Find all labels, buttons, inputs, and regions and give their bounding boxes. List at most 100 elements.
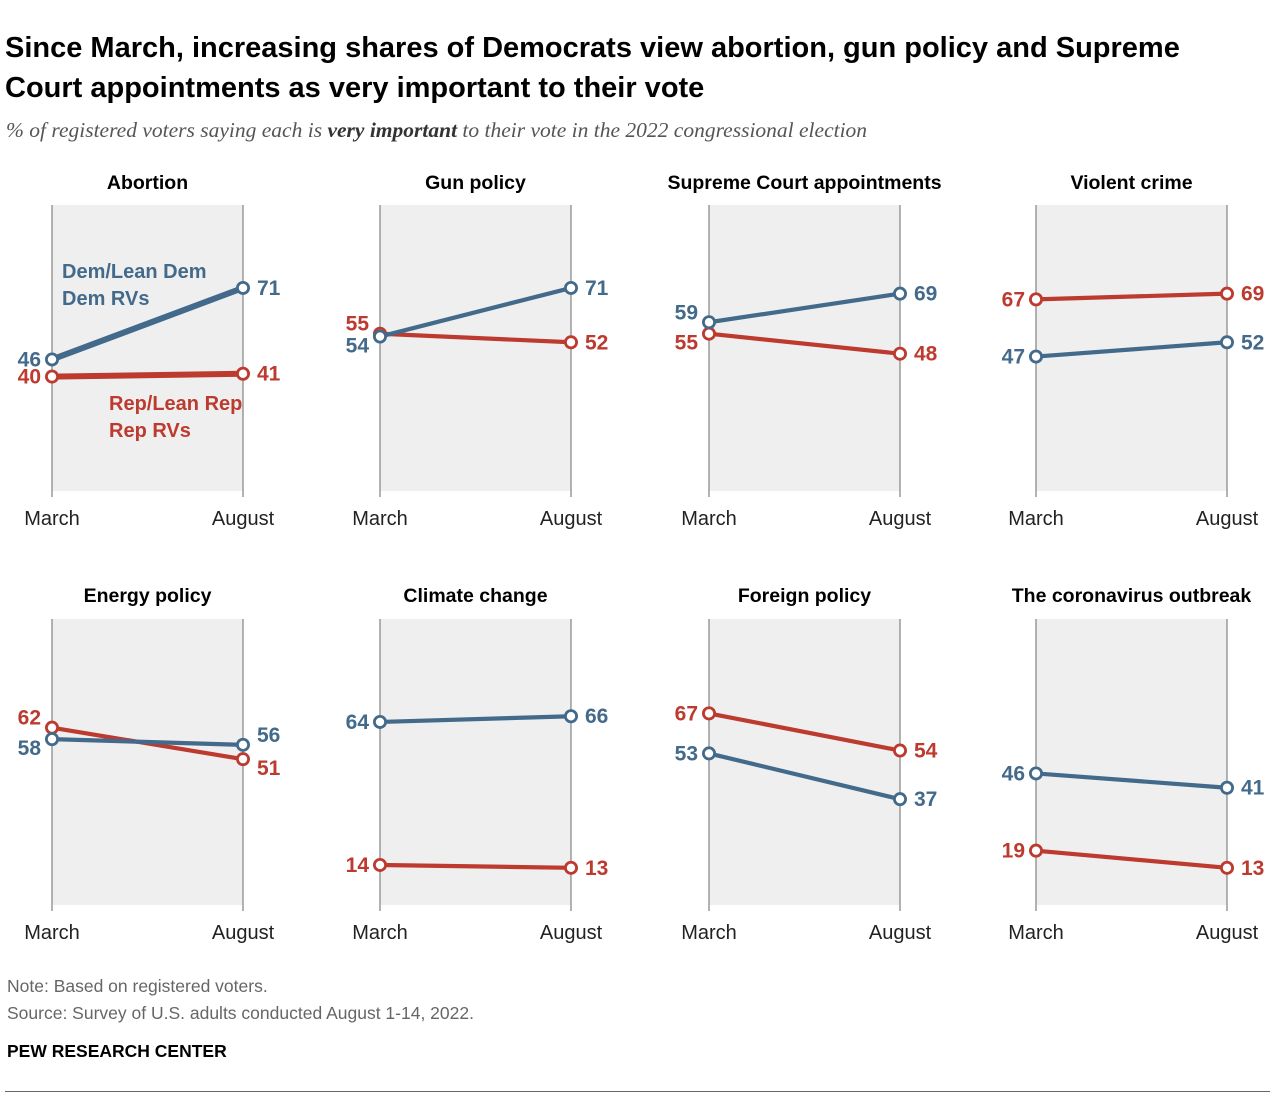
rep-point-energy-policy-august xyxy=(235,752,250,767)
rep-point-abortion-august xyxy=(235,366,250,381)
rep-point-violent-crime-august xyxy=(1220,286,1235,301)
dem-point-the-coronavirus-outbreak-august xyxy=(1220,780,1235,795)
rep-point-foreign-policy-august xyxy=(893,743,908,758)
panel-title-foreign-policy: Foreign policy xyxy=(738,585,871,607)
x-tick-label-august: August xyxy=(1196,922,1259,944)
source-note: Source: Survey of U.S. adults conducted … xyxy=(7,1003,474,1023)
rep-point-supreme-court-appointments-august xyxy=(893,346,908,361)
subtitle-lead: % of registered voters saying each is xyxy=(6,118,328,142)
data-label-rep-climate-change-march: 14 xyxy=(346,854,370,877)
rep-point-abortion-march xyxy=(45,369,60,384)
data-label-rep-gun-policy-march: 55 xyxy=(346,313,370,336)
bottom-divider xyxy=(5,1091,1270,1092)
data-label-rep-foreign-policy-march: 67 xyxy=(675,702,698,725)
rep-point-climate-change-august xyxy=(564,860,579,875)
data-label-rep-violent-crime-august: 69 xyxy=(1241,283,1264,306)
rep-line-gun-policy xyxy=(377,331,574,345)
dem-line-gun-policy xyxy=(377,285,574,339)
panel-background-supreme-court-appointments xyxy=(709,205,900,491)
x-tick-label-march: March xyxy=(352,922,408,944)
series-label-rep-line1: Rep/Lean Rep xyxy=(109,393,242,415)
x-tick-label-march: March xyxy=(1008,922,1064,944)
rep-line-foreign-policy xyxy=(706,711,903,753)
series-label-rep-line2: Rep RVs xyxy=(109,420,191,442)
footnote: Note: Based on registered voters. xyxy=(7,976,268,996)
data-label-rep-supreme-court-appointments-march: 55 xyxy=(675,332,699,355)
data-label-rep-climate-change-august: 13 xyxy=(585,857,608,880)
panel-title-supreme-court-appointments: Supreme Court appointments xyxy=(667,172,941,194)
panel-background-energy-policy xyxy=(52,619,243,905)
data-label-dem-foreign-policy-august: 37 xyxy=(914,788,937,811)
data-label-rep-the-coronavirus-outbreak-august: 13 xyxy=(1241,857,1264,880)
dem-point-violent-crime-august xyxy=(1220,335,1235,350)
data-label-dem-energy-policy-august: 56 xyxy=(257,724,280,747)
dem-point-abortion-august xyxy=(235,280,250,295)
dem-point-foreign-policy-august xyxy=(893,792,908,807)
data-label-rep-abortion-august: 41 xyxy=(257,363,281,386)
panel-title-climate-change: Climate change xyxy=(403,585,547,607)
x-tick-label-march: March xyxy=(24,508,80,530)
rep-point-the-coronavirus-outbreak-march xyxy=(1029,843,1044,858)
dem-point-gun-policy-august xyxy=(564,280,579,295)
rep-point-violent-crime-march xyxy=(1029,292,1044,307)
rep-line-the-coronavirus-outbreak xyxy=(1033,848,1230,870)
dem-point-violent-crime-march xyxy=(1029,349,1044,364)
data-label-dem-climate-change-august: 66 xyxy=(585,705,608,728)
panel-title-energy-policy: Energy policy xyxy=(84,585,212,607)
x-tick-label-march: March xyxy=(681,508,737,530)
panel-title-gun-policy: Gun policy xyxy=(425,172,526,194)
x-tick-label-march: March xyxy=(1008,508,1064,530)
dem-line-climate-change xyxy=(377,714,574,725)
data-label-rep-energy-policy-august: 51 xyxy=(257,757,281,780)
dem-point-supreme-court-appointments-march xyxy=(702,315,717,330)
chart-subtitle: % of registered voters saying each is ve… xyxy=(6,118,867,143)
data-label-dem-supreme-court-appointments-march: 59 xyxy=(675,301,698,324)
dem-point-abortion-march xyxy=(45,352,60,367)
panel-background-the-coronavirus-outbreak xyxy=(1036,619,1227,905)
data-label-dem-violent-crime-august: 52 xyxy=(1241,331,1264,354)
x-tick-label-august: August xyxy=(1196,508,1259,530)
data-label-dem-violent-crime-march: 47 xyxy=(1002,346,1025,369)
dem-point-gun-policy-march xyxy=(372,329,387,344)
x-tick-label-august: August xyxy=(212,508,275,530)
data-label-rep-the-coronavirus-outbreak-march: 19 xyxy=(1002,840,1025,863)
dem-line-the-coronavirus-outbreak xyxy=(1033,771,1230,790)
data-label-rep-gun-policy-august: 52 xyxy=(585,331,608,354)
panel-background-gun-policy xyxy=(380,205,571,491)
panel-title-the-coronavirus-outbreak: The coronavirus outbreak xyxy=(1012,585,1252,607)
dem-point-climate-change-august xyxy=(564,709,579,724)
data-label-dem-supreme-court-appointments-august: 69 xyxy=(914,283,937,306)
rep-line-supreme-court-appointments xyxy=(706,331,903,356)
x-tick-label-march: March xyxy=(681,922,737,944)
rep-point-supreme-court-appointments-march xyxy=(702,326,717,341)
data-label-dem-abortion-march: 46 xyxy=(18,348,41,371)
rep-line-climate-change xyxy=(377,862,574,870)
series-label-dem-line2: Dem RVs xyxy=(62,288,149,310)
data-label-dem-the-coronavirus-outbreak-august: 41 xyxy=(1241,777,1265,800)
x-tick-label-august: August xyxy=(869,508,932,530)
dem-point-energy-policy-august xyxy=(235,737,250,752)
rep-line-abortion xyxy=(49,370,246,380)
rep-line-violent-crime xyxy=(1033,291,1230,302)
panel-title-violent-crime: Violent crime xyxy=(1070,172,1192,194)
x-tick-label-august: August xyxy=(212,922,275,944)
x-tick-label-august: August xyxy=(540,922,603,944)
data-label-dem-the-coronavirus-outbreak-march: 46 xyxy=(1002,762,1025,785)
rep-point-foreign-policy-march xyxy=(702,706,717,721)
dem-line-energy-policy xyxy=(49,737,246,747)
rep-point-climate-change-march xyxy=(372,857,387,872)
data-label-dem-gun-policy-august: 71 xyxy=(585,277,609,300)
dem-point-energy-policy-march xyxy=(45,732,60,747)
chart-title: Since March, increasing shares of Democr… xyxy=(5,32,1180,104)
panel-background-climate-change xyxy=(380,619,571,905)
data-label-dem-abortion-august: 71 xyxy=(257,277,281,300)
dem-point-climate-change-march xyxy=(372,714,387,729)
data-label-rep-energy-policy-march: 62 xyxy=(18,707,41,730)
series-label-dem-line1: Dem/Lean Dem xyxy=(62,261,207,283)
x-tick-label-march: March xyxy=(352,508,408,530)
rep-point-the-coronavirus-outbreak-august xyxy=(1220,860,1235,875)
data-label-rep-abortion-march: 40 xyxy=(18,366,41,389)
dem-line-foreign-policy xyxy=(706,751,903,802)
dem-point-supreme-court-appointments-august xyxy=(893,286,908,301)
